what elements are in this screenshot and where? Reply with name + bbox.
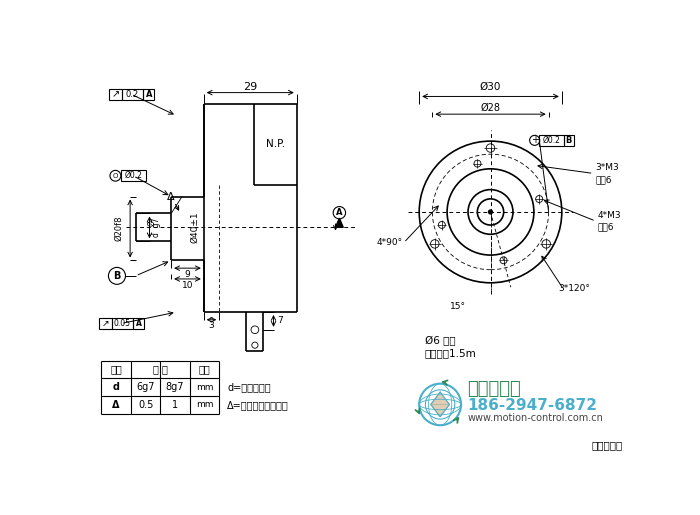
Text: Ø28: Ø28 — [480, 103, 500, 113]
Text: 单位：毫米: 单位：毫米 — [591, 440, 622, 450]
Text: Ø20f8: Ø20f8 — [114, 216, 123, 241]
Text: mm: mm — [196, 383, 214, 391]
Text: 标准长度1.5m: 标准长度1.5m — [425, 348, 477, 358]
Text: 4*90°: 4*90° — [377, 238, 402, 247]
Text: 9: 9 — [185, 270, 190, 279]
Text: 代码: 代码 — [111, 365, 122, 374]
Text: d: d — [113, 382, 120, 392]
Text: 186-2947-6872: 186-2947-6872 — [468, 399, 597, 414]
Text: Ø0.2: Ø0.2 — [125, 171, 142, 180]
Text: ↗: ↗ — [102, 319, 109, 328]
Text: 8g7: 8g7 — [166, 382, 184, 392]
Bar — [133, 318, 144, 329]
Bar — [144, 89, 154, 99]
Text: Δ: Δ — [167, 192, 175, 201]
Text: Ø: Ø — [147, 220, 156, 227]
Bar — [564, 135, 574, 146]
Text: 10: 10 — [182, 281, 193, 289]
Text: A: A — [146, 90, 152, 99]
Text: mm: mm — [196, 400, 214, 409]
Text: 6g7: 6g7 — [136, 382, 155, 392]
Text: 3*M3
深度6: 3*M3 深度6 — [595, 163, 619, 184]
Text: www.motion-control.com.cn: www.motion-control.com.cn — [468, 414, 603, 423]
Bar — [99, 318, 111, 329]
Polygon shape — [335, 218, 343, 227]
Text: 3: 3 — [209, 321, 214, 331]
Text: A: A — [336, 208, 342, 217]
Text: d=编码器轴径: d=编码器轴径 — [227, 382, 271, 392]
Bar — [111, 318, 133, 329]
Text: 西安德伍拓: 西安德伍拓 — [468, 380, 521, 398]
Text: 尺 寸: 尺 寸 — [153, 365, 168, 374]
Text: B: B — [113, 271, 120, 281]
Bar — [122, 89, 144, 99]
Text: 7: 7 — [276, 316, 283, 325]
Text: 0.2: 0.2 — [126, 90, 139, 99]
Text: Ø0.2: Ø0.2 — [542, 136, 561, 145]
Text: A: A — [136, 319, 141, 328]
Text: +: + — [531, 135, 539, 145]
Text: 15°: 15° — [450, 302, 466, 311]
Text: Ø6 电缆: Ø6 电缆 — [425, 336, 455, 346]
Text: N.P.: N.P. — [266, 139, 286, 149]
Text: Δ=削掉的轴平台深度: Δ=削掉的轴平台深度 — [227, 400, 288, 410]
Circle shape — [489, 210, 492, 214]
Bar — [121, 170, 146, 181]
Text: B: B — [566, 136, 572, 145]
Bar — [539, 135, 564, 146]
Bar — [109, 89, 122, 99]
Text: 0.05: 0.05 — [114, 319, 131, 328]
Text: 3*120°: 3*120° — [559, 284, 590, 294]
Text: 1: 1 — [172, 400, 178, 410]
Text: Ø30: Ø30 — [480, 82, 501, 92]
Text: 4*M3
深度6: 4*M3 深度6 — [598, 211, 621, 232]
Text: Δ: Δ — [113, 400, 120, 410]
Polygon shape — [430, 392, 449, 417]
Text: d  g7: d g7 — [152, 218, 161, 237]
Text: 0.5: 0.5 — [138, 400, 153, 410]
Text: 单位: 单位 — [199, 365, 211, 374]
Text: O: O — [113, 173, 118, 179]
Text: 29: 29 — [243, 82, 258, 92]
Text: ↗: ↗ — [111, 89, 120, 99]
Text: Ø40±1: Ø40±1 — [190, 212, 199, 243]
